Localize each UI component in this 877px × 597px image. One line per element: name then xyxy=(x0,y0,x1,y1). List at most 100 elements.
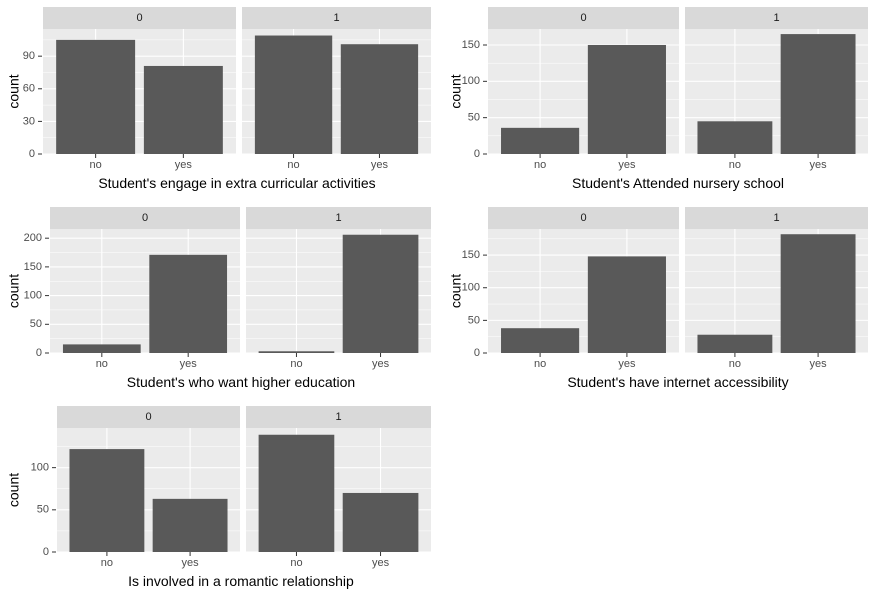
x-tick-label: yes xyxy=(810,159,828,171)
y-tick-label: 50 xyxy=(468,314,480,326)
y-tick-label: 0 xyxy=(474,347,480,359)
y-tick-label: 0 xyxy=(29,148,35,160)
bar-1-no xyxy=(697,334,773,353)
x-tick-label: no xyxy=(287,159,299,171)
x-tick-label: yes xyxy=(372,557,390,569)
x-tick-label: no xyxy=(290,358,302,370)
bar-0-no xyxy=(501,127,580,154)
chart-2: count 0 50 100 150 0 no yes 1 no yes Student's Atte… xyxy=(448,7,868,191)
facet-1: 1 no yes xyxy=(246,207,431,370)
facet-strip-label: 1 xyxy=(773,12,779,24)
facet-strip xyxy=(57,406,240,428)
x-tick-label: yes xyxy=(372,358,390,370)
facet-strip-label: 0 xyxy=(142,212,148,224)
bar-0-yes xyxy=(587,256,666,353)
facet-strip-label: 1 xyxy=(333,12,339,24)
chart-4: count 0 50 100 150 0 no yes 1 no yes Student's have… xyxy=(448,207,868,390)
bar-1-yes xyxy=(780,34,856,155)
facet-strip xyxy=(488,207,679,229)
y-tick-label: 100 xyxy=(462,282,480,294)
facet-0: 0 no yes xyxy=(57,406,240,569)
x-tick-label: yes xyxy=(175,159,193,171)
facet-1: 1 no yes xyxy=(246,406,431,569)
facet-strip xyxy=(488,7,679,29)
facet-1: 1 no yes xyxy=(685,7,868,171)
y-axis-title: count xyxy=(6,74,22,108)
bar-1-no xyxy=(254,35,333,154)
y-tick-label: 0 xyxy=(43,546,49,558)
facet-strip xyxy=(246,207,431,229)
x-tick-label: no xyxy=(534,159,546,171)
x-axis-title: Is involved in a romantic relationship xyxy=(128,573,354,589)
x-tick-label: no xyxy=(534,358,546,370)
facet-1: 1 no yes xyxy=(685,207,868,370)
facet-strip-label: 0 xyxy=(136,12,142,24)
x-axis-title: Student's have internet accessibility xyxy=(567,374,788,390)
x-axis-title: Student's Attended nursery school xyxy=(572,175,784,191)
x-tick-label: no xyxy=(290,557,302,569)
x-tick-label: yes xyxy=(371,159,389,171)
bar-0-no xyxy=(69,449,145,552)
chart-5: count 0 50 100 0 no yes 1 no yes Is involved in a … xyxy=(6,406,431,589)
y-tick-label: 150 xyxy=(462,249,480,261)
x-tick-label: no xyxy=(96,358,108,370)
y-tick-label: 50 xyxy=(37,504,49,516)
bar-0-no xyxy=(62,344,141,353)
y-tick-label: 100 xyxy=(462,75,480,87)
facet-strip-label: 1 xyxy=(335,411,341,423)
y-tick-label: 100 xyxy=(31,462,49,474)
bar-0-no xyxy=(501,328,580,353)
bar-0-no xyxy=(56,39,136,154)
x-tick-label: yes xyxy=(182,557,200,569)
x-axis-title: Student's engage in extra curricular act… xyxy=(98,175,375,191)
x-tick-label: yes xyxy=(618,159,636,171)
bar-1-yes xyxy=(340,44,419,154)
bar-1-no xyxy=(258,351,335,353)
facet-strip xyxy=(242,7,431,29)
bar-1-no xyxy=(697,121,773,154)
bar-1-no xyxy=(258,434,335,552)
bar-1-yes xyxy=(780,234,856,353)
bar-1-yes xyxy=(342,234,419,353)
facet-strip xyxy=(685,7,868,29)
x-tick-label: no xyxy=(90,159,102,171)
bar-1-yes xyxy=(342,492,419,552)
chart-1: count 0 30 60 90 0 no yes 1 no yes Student's engage… xyxy=(6,7,431,191)
x-tick-label: yes xyxy=(810,358,828,370)
y-tick-label: 50 xyxy=(30,318,42,330)
x-tick-label: yes xyxy=(180,358,198,370)
facet-strip xyxy=(685,207,868,229)
facet-strip xyxy=(43,7,236,29)
y-axis-title: count xyxy=(448,274,464,308)
y-tick-label: 30 xyxy=(23,115,35,127)
y-axis-title: count xyxy=(6,473,22,507)
bar-0-yes xyxy=(587,44,666,154)
x-tick-label: yes xyxy=(618,358,636,370)
x-tick-label: no xyxy=(729,159,741,171)
y-tick-label: 50 xyxy=(468,112,480,124)
facet-0: 0 no yes xyxy=(50,207,240,370)
y-axis-title: count xyxy=(448,74,464,108)
facet-1: 1 no yes xyxy=(242,7,431,171)
facet-strip-label: 1 xyxy=(773,212,779,224)
y-tick-label: 0 xyxy=(36,347,42,359)
x-axis-title: Student's who want higher education xyxy=(127,374,355,390)
facet-strip-label: 0 xyxy=(145,411,151,423)
x-tick-label: no xyxy=(729,358,741,370)
y-tick-label: 150 xyxy=(462,39,480,51)
facet-0: 0 no yes xyxy=(488,7,679,171)
facet-strip xyxy=(50,207,240,229)
bar-0-yes xyxy=(149,254,228,353)
facet-strip-label: 0 xyxy=(580,212,586,224)
y-tick-label: 60 xyxy=(23,83,35,95)
y-tick-label: 200 xyxy=(24,232,42,244)
y-tick-label: 150 xyxy=(24,261,42,273)
chart-3: count 0 50 100 150 200 0 no yes 1 no yes Student's w… xyxy=(6,207,431,390)
facet-0: 0 no yes xyxy=(43,7,236,171)
facet-strip-label: 0 xyxy=(580,12,586,24)
x-tick-label: no xyxy=(101,557,113,569)
y-axis-title: count xyxy=(6,274,22,308)
facet-0: 0 no yes xyxy=(488,207,679,370)
facet-strip xyxy=(246,406,431,428)
